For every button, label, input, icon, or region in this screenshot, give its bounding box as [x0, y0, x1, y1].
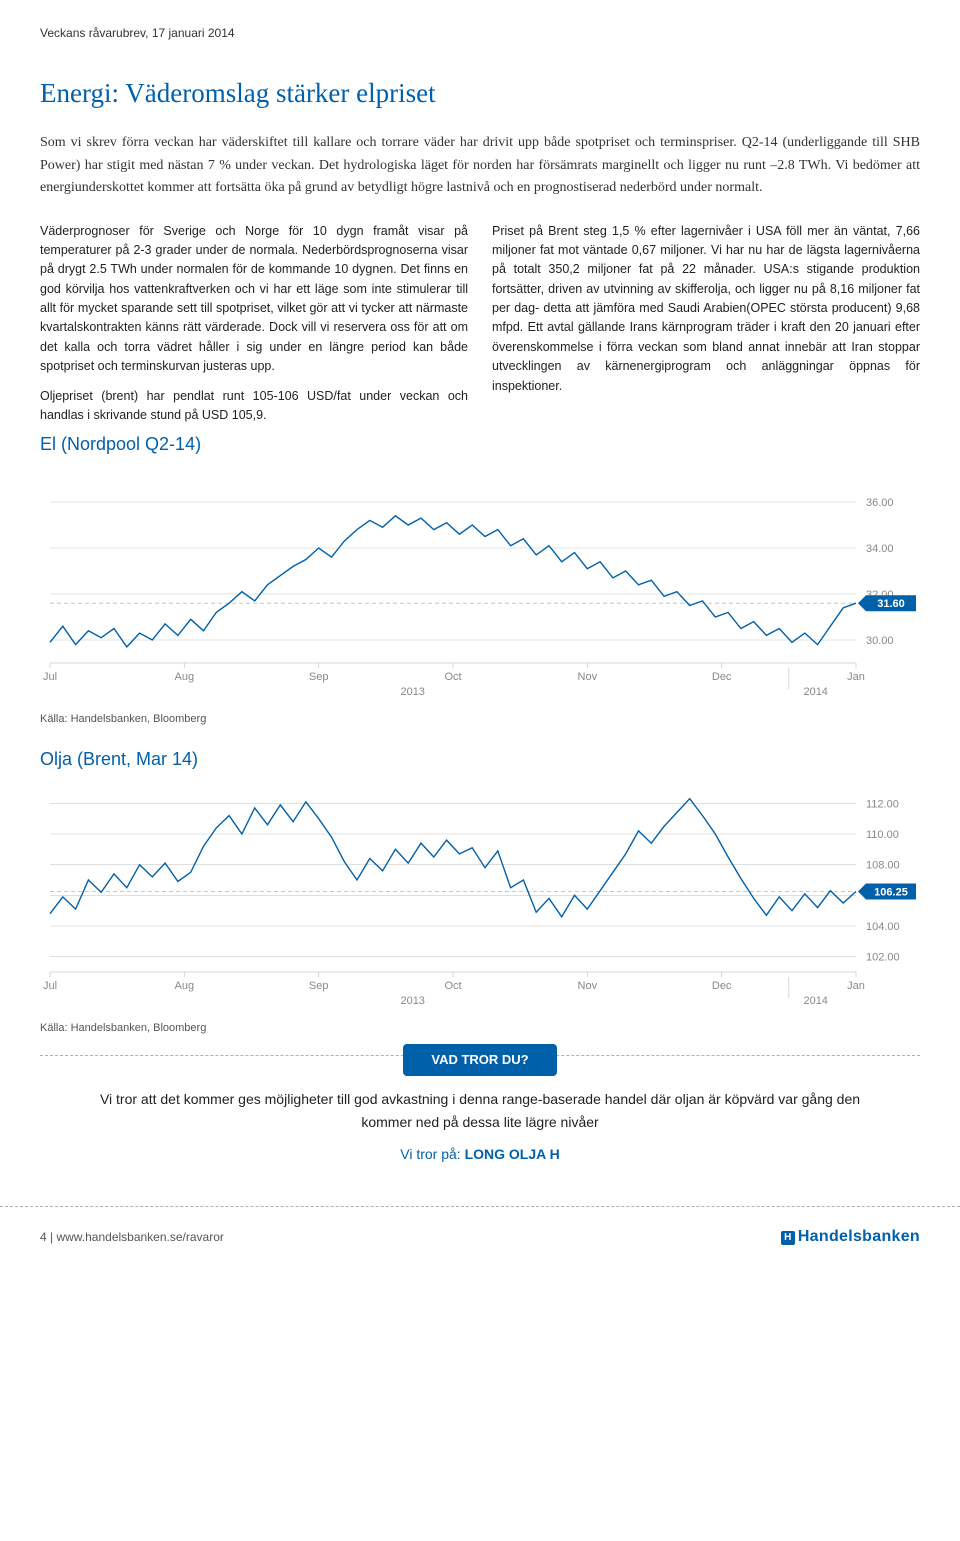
svg-text:Sep: Sep [309, 980, 329, 992]
svg-text:106.25: 106.25 [874, 887, 908, 899]
svg-text:2014: 2014 [803, 686, 827, 698]
svg-text:Jul: Jul [43, 671, 57, 683]
svg-text:108.00: 108.00 [866, 860, 900, 872]
callout-pill: VAD TROR DU? [403, 1044, 556, 1076]
svg-text:104.00: 104.00 [866, 921, 900, 933]
callout-rec-label: LONG OLJA H [465, 1146, 560, 1162]
svg-text:Oct: Oct [444, 980, 461, 992]
svg-text:30.00: 30.00 [866, 635, 894, 647]
svg-text:110.00: 110.00 [866, 829, 899, 841]
chart-source-2: Källa: Handelsbanken, Bloomberg [40, 1020, 920, 1037]
svg-text:34.00: 34.00 [866, 543, 894, 555]
svg-text:Dec: Dec [712, 671, 732, 683]
svg-text:Aug: Aug [175, 980, 195, 992]
svg-text:2013: 2013 [400, 686, 424, 698]
svg-text:2014: 2014 [803, 995, 827, 1007]
chart-source-1: Källa: Handelsbanken, Bloomberg [40, 711, 920, 728]
svg-text:Sep: Sep [309, 671, 329, 683]
svg-text:31.60: 31.60 [877, 598, 905, 610]
logo-icon: H [781, 1231, 795, 1245]
callout-rec-prefix: Vi tror på: [400, 1146, 464, 1162]
newsletter-header: Veckans råvarubrev, 17 januari 2014 [40, 24, 920, 43]
footer-page-label: 4 | www.handelsbanken.se/ravaror [40, 1228, 224, 1247]
svg-text:36.00: 36.00 [866, 497, 894, 509]
logo-text: Handelsbanken [798, 1228, 920, 1245]
body-right-p1: Priset på Brent steg 1,5 % efter lagerni… [492, 222, 920, 396]
svg-text:Jan: Jan [847, 671, 865, 683]
chart-el-nordpool: 30.0032.0034.0036.00JulAugSepOctNovDecJa… [40, 471, 920, 701]
svg-text:Nov: Nov [578, 671, 598, 683]
svg-text:Oct: Oct [444, 671, 461, 683]
svg-text:Jul: Jul [43, 980, 57, 992]
page-title: Energi: Väderomslag stärker elpriset [40, 73, 920, 115]
body-left-p1: Väderprognoser för Sverige och Norge för… [40, 222, 468, 377]
svg-text:Aug: Aug [175, 671, 195, 683]
svg-text:Dec: Dec [712, 980, 732, 992]
svg-text:Nov: Nov [578, 980, 598, 992]
chart-title-el: El (Nordpool Q2-14) [40, 431, 468, 459]
svg-text:102.00: 102.00 [866, 952, 900, 964]
chart-title-oil: Olja (Brent, Mar 14) [40, 746, 920, 774]
svg-text:Jan: Jan [847, 980, 865, 992]
svg-text:112.00: 112.00 [866, 799, 899, 811]
logo: HHandelsbanken [781, 1225, 920, 1250]
intro-paragraph: Som vi skrev förra veckan har väderskift… [40, 132, 920, 199]
svg-text:2013: 2013 [400, 995, 424, 1007]
chart-oil-brent: 102.00104.00106.00108.00110.00112.00JulA… [40, 780, 920, 1010]
body-left-p2: Oljepriset (brent) har pendlat runt 105-… [40, 387, 468, 426]
